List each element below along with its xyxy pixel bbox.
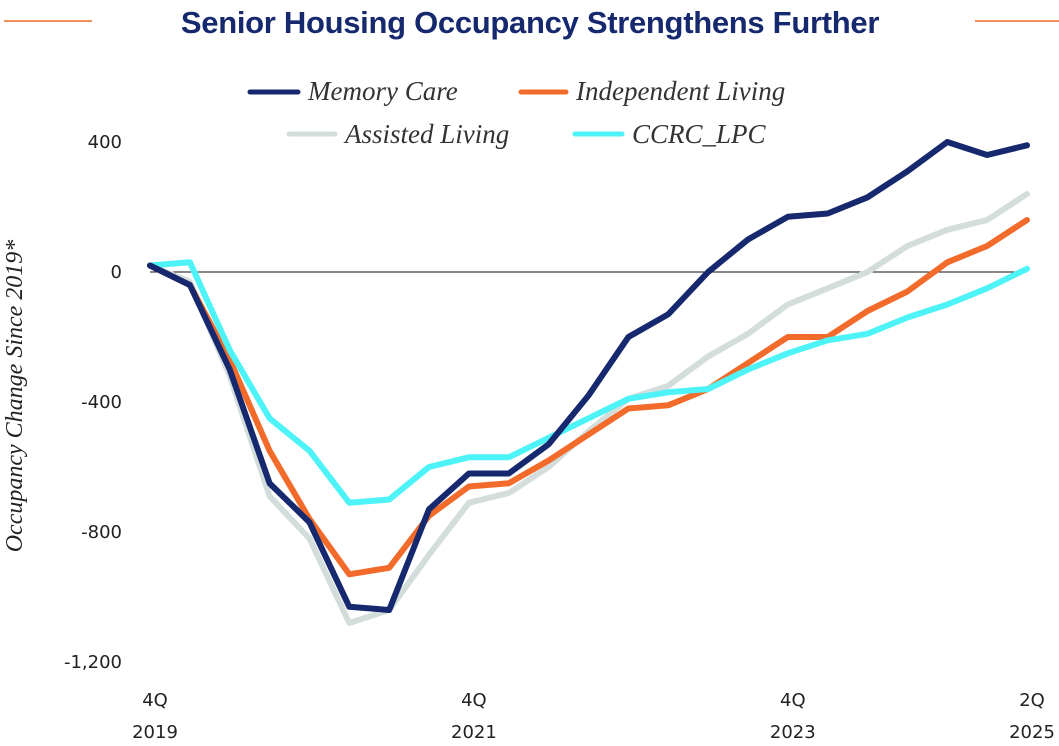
x-tick-label: 2019 <box>132 722 178 743</box>
series-line-ccrc-lpc <box>147 259 1030 506</box>
y-tick-label: 0 <box>111 262 122 283</box>
y-axis-label: Occupancy Change Since 2019* <box>2 240 28 553</box>
x-tick-label: 2023 <box>770 722 816 743</box>
x-tick-label: 2Q <box>1019 690 1045 711</box>
legend-label-independent-living: Independent Living <box>575 76 785 106</box>
series-lines <box>147 139 1030 626</box>
x-tick-label: 2025 <box>1009 722 1055 743</box>
x-tick-label: 4Q <box>780 690 806 711</box>
series-line-assisted-living <box>147 191 1030 626</box>
chart-title: Senior Housing Occupancy Strengthens Fur… <box>181 5 879 40</box>
legend-label-assisted-living: Assisted Living <box>343 119 509 149</box>
y-tick-label: 400 <box>88 132 122 153</box>
y-tick-label: -400 <box>81 392 122 413</box>
x-tick-label: 4Q <box>461 690 487 711</box>
x-tick-labels: 4Q 2019 4Q 2021 4Q 2023 2Q 2025 <box>132 690 1055 743</box>
legend: Memory Care Independent Living Assisted … <box>247 76 785 149</box>
legend-label-ccrc-lpc: CCRC_LPC <box>632 119 767 149</box>
y-tick-label: -1,200 <box>64 652 122 673</box>
y-tick-labels: 400 0 -400 -800 -1,200 <box>64 132 122 673</box>
x-tick-label: 2021 <box>451 722 497 743</box>
series-line-independent-living <box>147 217 1030 578</box>
y-tick-label: -800 <box>81 522 122 543</box>
series-line-memory-care <box>147 139 1030 613</box>
x-tick-label: 4Q <box>142 690 168 711</box>
legend-label-memory-care: Memory Care <box>307 76 458 106</box>
